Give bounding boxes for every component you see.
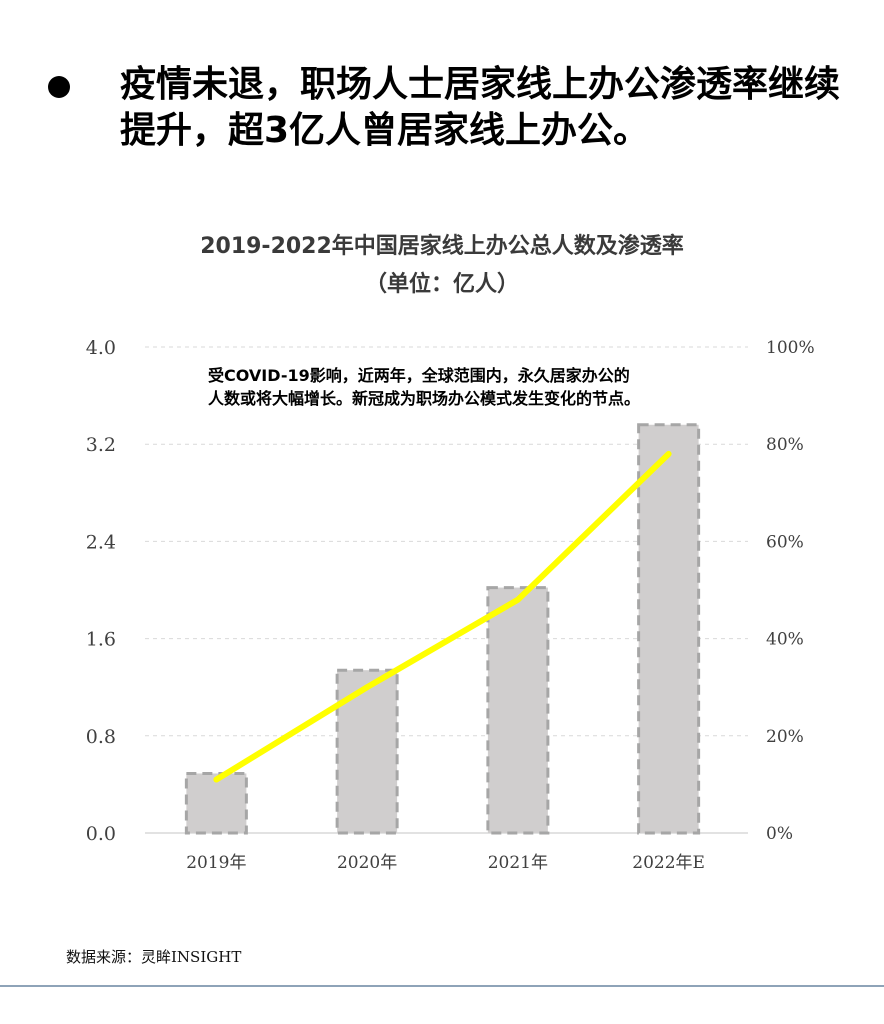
source-note: 数据来源：灵眸INSIGHT	[66, 948, 242, 966]
y-right-tick-label: 40%	[766, 630, 804, 650]
y-left-tick-label: 2.4	[86, 531, 116, 553]
chart-annotation-line: 人数或将大幅增长。新冠成为职场办公模式发生变化的节点。	[208, 389, 640, 408]
y-right-tick-label: 0%	[766, 824, 793, 844]
bar	[184, 771, 248, 835]
chart-annotation-line: 受COVID-19影响，近两年，全球范围内，永久居家办公的	[208, 366, 630, 385]
headline-text: 疫情未退，职场人士居家线上办公渗透率继续提升，超3亿人曾居家线上办公。	[120, 64, 841, 151]
line-point	[668, 453, 670, 455]
y-left-tick-label: 0.8	[86, 726, 116, 748]
y-left-tick-label: 4.0	[86, 337, 116, 359]
y-right-tick-label: 100%	[766, 338, 815, 358]
x-tick-label: 2020年	[337, 853, 397, 873]
chart-subtitle: （单位：亿人）	[364, 272, 519, 297]
bullet-dot-icon	[48, 76, 70, 98]
y-left-tick-label: 1.6	[86, 629, 116, 651]
bottom-divider	[0, 985, 884, 987]
line-point	[366, 686, 368, 688]
line-point	[215, 779, 217, 781]
y-right-tick-label: 60%	[766, 532, 804, 552]
bar	[637, 423, 701, 835]
y-right-tick-label: 80%	[766, 435, 804, 455]
bar	[335, 668, 399, 835]
chart-title: 2019-2022年中国居家线上办公总人数及渗透率	[200, 234, 684, 259]
penetration-rate-line	[213, 450, 672, 783]
y-left-tick-label: 3.2	[86, 434, 116, 456]
x-tick-label: 2021年	[488, 853, 548, 873]
y-right-tick-label: 20%	[766, 727, 804, 747]
bar-line-chart: 0.0 0.8 1.6 2.4 3.2 4.0 0% 20% 40% 60% 80% 100% 2019…	[86, 337, 815, 873]
y-left-tick-label: 0.0	[86, 823, 116, 845]
line-point	[517, 599, 519, 601]
x-tick-label: 2022年E	[632, 853, 705, 873]
bar	[486, 586, 550, 835]
x-tick-label: 2019年	[186, 853, 246, 873]
